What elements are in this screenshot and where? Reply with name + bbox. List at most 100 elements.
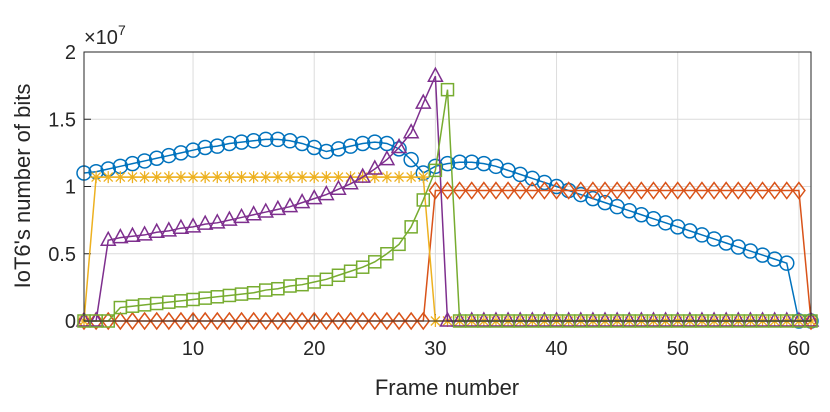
marker <box>390 137 408 154</box>
marker <box>511 311 529 327</box>
marker <box>319 311 334 331</box>
marker <box>380 247 394 261</box>
marker <box>695 181 709 200</box>
marker <box>150 171 163 184</box>
marker <box>610 181 625 200</box>
marker <box>187 171 200 184</box>
marker <box>342 174 359 190</box>
marker <box>113 311 128 331</box>
marker <box>487 311 505 327</box>
marker <box>428 181 443 200</box>
marker <box>379 311 394 331</box>
marker <box>766 311 783 327</box>
marker <box>307 311 322 331</box>
marker <box>270 311 285 331</box>
marker <box>137 311 152 331</box>
marker <box>138 171 151 184</box>
marker <box>124 155 141 172</box>
marker <box>440 181 455 200</box>
marker <box>475 311 493 327</box>
y-exponent: ×107 <box>84 22 126 49</box>
marker <box>101 311 116 331</box>
marker <box>125 311 140 331</box>
marker <box>161 311 176 331</box>
marker <box>112 228 129 244</box>
marker <box>463 154 480 171</box>
marker <box>295 311 310 331</box>
x-axis-label: Frame number <box>375 375 519 400</box>
marker <box>790 311 808 327</box>
marker <box>681 311 699 327</box>
marker <box>342 138 359 154</box>
y-tick-label: 0.5 <box>48 244 76 266</box>
marker <box>767 181 782 200</box>
marker <box>197 139 213 156</box>
marker <box>136 153 153 169</box>
marker <box>89 311 104 331</box>
marker <box>367 311 382 331</box>
marker <box>330 141 347 157</box>
marker <box>560 311 577 327</box>
marker <box>124 226 141 243</box>
marker <box>199 171 212 184</box>
marker <box>99 230 117 247</box>
marker <box>778 311 796 327</box>
marker <box>332 171 345 184</box>
x-tick-label: 50 <box>667 338 689 360</box>
marker <box>537 181 552 200</box>
marker <box>293 193 311 209</box>
exponent-base: ×10 <box>84 27 118 49</box>
marker <box>282 133 298 149</box>
marker <box>499 311 517 327</box>
marker <box>198 311 213 331</box>
marker <box>209 138 226 154</box>
marker <box>427 158 444 175</box>
marker <box>136 225 153 241</box>
marker <box>464 181 479 200</box>
marker <box>416 193 431 207</box>
marker <box>211 171 224 184</box>
marker <box>173 311 188 331</box>
marker <box>670 181 685 200</box>
y-tick-label: 1.5 <box>48 109 76 131</box>
marker <box>585 181 600 200</box>
marker <box>149 311 164 331</box>
marker <box>415 93 432 109</box>
marker <box>271 171 284 184</box>
marker <box>439 311 456 327</box>
y-tick-label: 1 <box>65 177 76 199</box>
marker <box>257 202 275 218</box>
marker <box>404 311 419 331</box>
series <box>76 131 819 329</box>
marker <box>186 311 200 331</box>
marker <box>596 311 614 327</box>
marker <box>755 181 770 200</box>
marker <box>210 311 225 331</box>
marker <box>185 142 201 158</box>
marker <box>804 311 818 331</box>
marker <box>245 133 262 149</box>
marker <box>247 171 260 184</box>
marker <box>416 311 431 331</box>
marker <box>402 123 420 139</box>
marker <box>196 214 214 230</box>
marker <box>608 311 626 327</box>
x-tick-label: 30 <box>424 338 446 360</box>
marker <box>634 181 649 200</box>
marker <box>620 311 638 327</box>
marker <box>391 141 407 157</box>
marker <box>392 237 406 252</box>
marker <box>802 311 820 327</box>
series-line <box>83 138 811 322</box>
marker <box>573 181 588 200</box>
marker <box>269 199 287 216</box>
marker <box>283 311 297 331</box>
marker <box>318 143 335 160</box>
marker <box>779 181 794 200</box>
marker <box>743 181 758 200</box>
marker <box>476 155 492 172</box>
marker <box>561 181 576 200</box>
marker <box>366 159 384 175</box>
marker <box>658 181 673 200</box>
